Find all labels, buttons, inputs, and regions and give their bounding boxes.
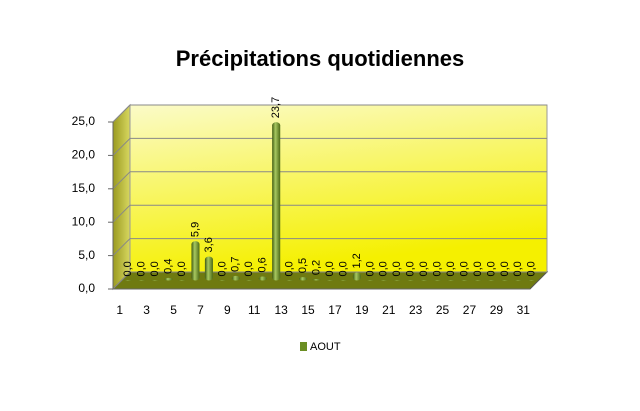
y-tick-label: 0,0 <box>78 281 95 295</box>
x-tick-label: 11 <box>248 303 261 317</box>
x-tick-label: 17 <box>328 303 342 317</box>
data-label: 0,0 <box>324 261 336 276</box>
x-tick-label: 29 <box>490 303 504 317</box>
data-label: 0,0 <box>176 261 188 276</box>
bar <box>124 280 133 281</box>
data-label: 0,0 <box>243 261 255 276</box>
legend-label: AOUT <box>310 341 341 353</box>
grid-line <box>112 104 131 123</box>
bar <box>420 280 429 281</box>
bar <box>514 280 523 281</box>
bar <box>204 256 213 281</box>
data-label: 0,0 <box>499 261 511 276</box>
grid-line <box>112 204 131 223</box>
bar <box>218 280 227 281</box>
bar <box>312 279 321 281</box>
bar <box>447 280 456 281</box>
data-label: 0,0 <box>378 261 390 276</box>
x-tick-label: 21 <box>382 303 396 317</box>
bar <box>137 280 146 281</box>
y-tick-label: 10,0 <box>72 214 96 228</box>
bar <box>473 280 483 281</box>
data-label: 0,0 <box>337 261 349 276</box>
bar <box>151 280 160 281</box>
x-tick-label: 25 <box>436 303 450 317</box>
y-tick-label: 20,0 <box>72 148 96 162</box>
data-label: 0,0 <box>149 261 161 276</box>
bar <box>164 277 173 281</box>
bar <box>245 280 254 281</box>
data-label: 0,6 <box>257 257 269 272</box>
data-label: 0,0 <box>216 261 228 276</box>
x-tick-label: 15 <box>301 303 315 317</box>
data-label: 0,0 <box>526 261 538 276</box>
data-label: 0,0 <box>136 261 148 276</box>
x-tick-label: 27 <box>463 303 477 317</box>
x-tick-label: 1 <box>116 303 123 317</box>
y-tick-label: 15,0 <box>72 181 96 195</box>
data-label: 0,4 <box>162 259 174 274</box>
data-label: 0,0 <box>418 261 430 276</box>
bar <box>433 280 442 281</box>
data-label: 0,7 <box>230 257 242 272</box>
bar <box>366 280 375 281</box>
data-label: 0,5 <box>297 258 309 273</box>
bar <box>299 277 308 281</box>
y-tick-label: 5,0 <box>78 248 95 262</box>
data-label: 0,2 <box>310 260 322 275</box>
bar <box>285 280 294 281</box>
bar <box>272 122 281 281</box>
bar <box>379 280 388 281</box>
bar <box>406 280 415 281</box>
data-label: 5,9 <box>189 222 201 237</box>
grid-line <box>112 138 131 156</box>
x-tick-label: 31 <box>517 303 531 317</box>
bar <box>191 241 200 281</box>
bar <box>487 280 496 281</box>
bar <box>339 280 348 281</box>
bar <box>460 280 469 281</box>
legend-swatch <box>300 342 307 351</box>
x-tick-label: 5 <box>170 303 177 317</box>
x-tick-label: 19 <box>355 303 369 317</box>
bar <box>258 276 267 281</box>
data-label: 0,0 <box>445 261 457 276</box>
chart-title: Précipitations quotidiennes <box>176 46 464 71</box>
data-label: 0,0 <box>284 261 296 276</box>
bar <box>325 280 335 281</box>
data-label: 0,0 <box>485 261 497 276</box>
data-label: 0,0 <box>391 261 403 276</box>
grid-line <box>112 271 131 290</box>
data-label: 0,0 <box>122 261 134 276</box>
x-tick-label: 23 <box>409 303 423 317</box>
bar <box>231 275 240 281</box>
data-label: 23,7 <box>270 97 282 118</box>
data-label: 0,0 <box>512 261 524 276</box>
data-label: 3,6 <box>203 237 215 252</box>
bar <box>177 280 187 281</box>
data-label: 1,2 <box>351 253 363 268</box>
x-tick-label: 13 <box>274 303 288 317</box>
bar <box>500 280 509 281</box>
data-label: 0,0 <box>405 261 417 276</box>
x-tick-label: 3 <box>143 303 150 317</box>
data-label: 0,0 <box>364 261 376 276</box>
x-tick-label: 7 <box>197 303 204 317</box>
data-label: 0,0 <box>472 261 484 276</box>
bar <box>352 272 361 281</box>
data-label: 0,0 <box>432 261 444 276</box>
grid-line <box>112 171 131 190</box>
y-tick-label: 25,0 <box>72 114 96 128</box>
bar <box>527 280 536 281</box>
data-label: 0,0 <box>458 261 470 276</box>
grid-line <box>112 238 131 256</box>
bar <box>393 280 402 281</box>
x-tick-label: 9 <box>224 303 231 317</box>
